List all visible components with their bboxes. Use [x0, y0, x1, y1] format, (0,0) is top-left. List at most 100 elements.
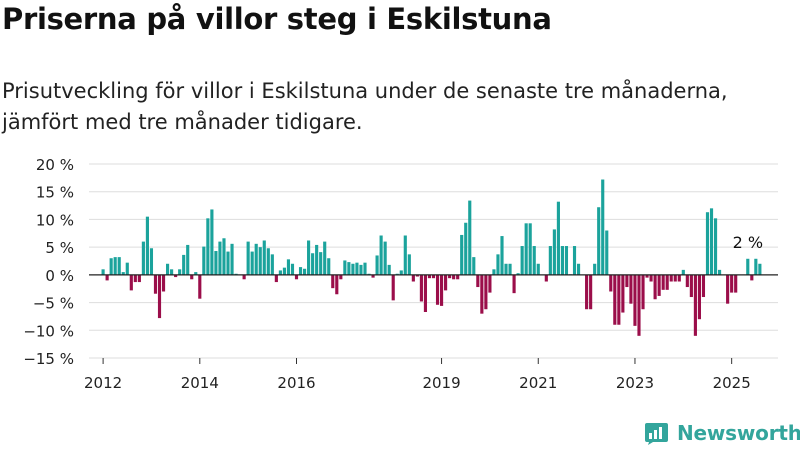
- bar: [137, 274, 141, 283]
- bar: [170, 269, 174, 275]
- bar: [399, 270, 403, 275]
- bar: [544, 274, 548, 282]
- bar: [681, 269, 685, 275]
- y-tick-label: 20 %: [36, 156, 74, 174]
- bar: [532, 246, 536, 275]
- bar: [625, 274, 629, 288]
- bar: [472, 257, 476, 275]
- y-tick-label: −15 %: [23, 350, 74, 368]
- y-axis: 20 % 15 % 10 % 5 % 0 % −5 % −10 % −15 %: [23, 156, 74, 368]
- bar: [278, 270, 282, 275]
- bar: [617, 274, 621, 325]
- bar: [564, 246, 569, 275]
- bar: [113, 257, 117, 275]
- bar: [431, 274, 436, 279]
- bar: [709, 208, 714, 275]
- bar: [689, 274, 693, 298]
- bar: [307, 240, 311, 275]
- bar: [665, 274, 669, 290]
- bar: [585, 274, 589, 310]
- bar: [387, 264, 391, 275]
- bar: [391, 274, 395, 301]
- x-axis: 2012 2014 2016 2019 2021 2023 2025: [84, 358, 751, 392]
- bar: [597, 207, 601, 275]
- bar: [601, 179, 605, 275]
- grid-layer: [89, 163, 778, 359]
- newsworthy-logo-icon: [645, 422, 668, 445]
- bar: [528, 223, 532, 275]
- bar: [435, 274, 440, 305]
- bar: [677, 274, 681, 282]
- bar: [524, 223, 528, 275]
- x-tick-label: 2021: [519, 374, 557, 392]
- bar: [403, 235, 407, 275]
- bar: [633, 274, 637, 326]
- bar: [327, 258, 331, 275]
- bar: [718, 269, 722, 275]
- y-tick-label: 15 %: [36, 184, 74, 202]
- bar: [448, 274, 452, 279]
- bar: [520, 246, 524, 275]
- bar: [286, 259, 291, 275]
- bar: [319, 252, 323, 275]
- annotation-layer: 2 %: [733, 233, 763, 252]
- bar: [230, 243, 234, 275]
- bar: [331, 274, 335, 289]
- bar: [488, 274, 492, 293]
- bar: [347, 262, 351, 275]
- bar: [407, 254, 411, 275]
- bar: [186, 244, 190, 275]
- bar: [750, 274, 754, 281]
- bar: [552, 229, 556, 275]
- bar: [657, 274, 661, 296]
- bar: [117, 257, 121, 275]
- bar: [359, 264, 363, 275]
- bar: [427, 274, 432, 279]
- bar: [560, 246, 564, 275]
- bar: [629, 274, 633, 304]
- bar: [589, 274, 593, 310]
- bar: [641, 274, 645, 310]
- bar: [701, 274, 706, 298]
- bar: [536, 263, 540, 275]
- bar: [302, 268, 307, 275]
- brand-name: Newsworthy: [677, 421, 800, 445]
- bar: [246, 241, 250, 275]
- bar: [685, 274, 689, 288]
- chart-subtitle: Prisutveckling för villor i Eskilstuna u…: [2, 79, 728, 134]
- bar: [379, 235, 383, 275]
- x-tick-label: 2014: [181, 374, 219, 392]
- bar: [343, 260, 347, 275]
- bar: [270, 254, 274, 275]
- bar: [190, 274, 194, 280]
- bar: [218, 241, 222, 275]
- bar: [508, 263, 512, 275]
- x-tick-label: 2016: [277, 374, 315, 392]
- bar: [411, 274, 415, 282]
- bar: [693, 274, 697, 336]
- bar: [129, 274, 133, 291]
- bar: [456, 274, 460, 280]
- bar: [705, 212, 710, 275]
- bar: [206, 218, 210, 275]
- bar: [669, 274, 673, 282]
- bar: [282, 267, 286, 275]
- y-tick-label: 0 %: [45, 267, 74, 285]
- bar: [242, 274, 246, 280]
- bar: [153, 274, 158, 294]
- bar: [266, 248, 270, 275]
- bar: [512, 274, 516, 294]
- bar: [335, 274, 339, 295]
- y-tick-label: 5 %: [45, 239, 74, 257]
- y-tick-label: −10 %: [23, 322, 74, 340]
- bar: [713, 218, 718, 275]
- bar: [500, 236, 504, 275]
- bar: [697, 274, 701, 320]
- bar: [452, 274, 456, 280]
- x-tick-label: 2012: [84, 374, 122, 392]
- bar: [548, 246, 552, 275]
- bar: [182, 254, 186, 275]
- bar: [734, 274, 738, 293]
- bar: [576, 263, 581, 275]
- bar: [371, 274, 375, 278]
